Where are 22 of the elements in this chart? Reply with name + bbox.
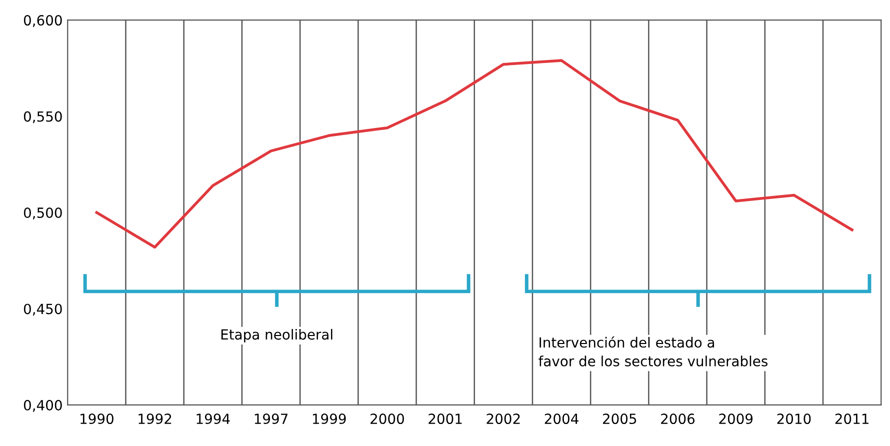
x-tick-label: 1990 [80,414,114,424]
x-tick-label: 2006 [661,414,695,424]
x-tick-label: 2001 [428,414,462,424]
x-tick-label: 1992 [138,414,172,424]
x-tick-label: 2011 [835,414,868,424]
x-tick-label: 2005 [602,414,636,424]
line-series [95,59,854,249]
y-tick-label: 0,500 [24,207,62,220]
x-tick-label: 2004 [544,414,578,424]
y-tick-label: 0,600 [24,15,62,27]
y-tick-label: 0,400 [24,400,62,412]
annotation: Etapa neoliberal [221,328,332,342]
x-tick-label: 2010 [777,414,811,424]
x-tick-label: 1997 [254,414,288,424]
x-tick-label: 2009 [719,414,753,424]
x-tick-label: 2000 [370,414,404,424]
x-tick-label: 1999 [312,414,346,424]
x-tick-label: 1994 [196,414,230,424]
annotation: Intervención del estado a favor de los sectores vulnerables [538,336,768,366]
y-tick-label: 0,450 [24,304,62,316]
y-tick-label: 0,550 [24,111,62,124]
x-tick-label: 2002 [486,414,520,424]
